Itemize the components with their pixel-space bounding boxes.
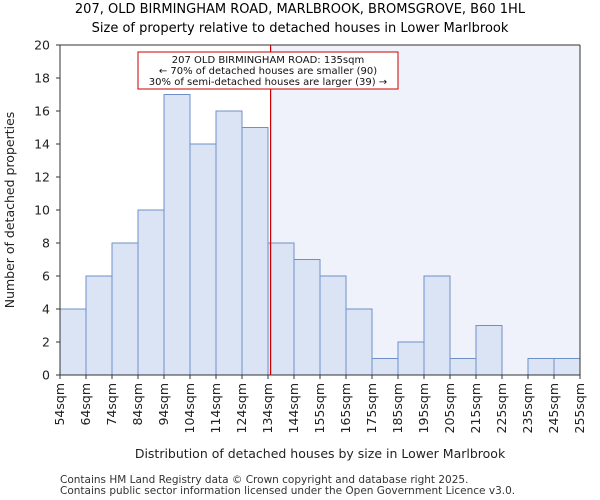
bar-114sqm — [215, 110, 243, 376]
annotation-line-2: ← 70% of detached houses are smaller (90… — [159, 66, 377, 77]
x-tick-label: 205sqm — [442, 383, 457, 433]
chart-title: 207, OLD BIRMINGHAM ROAD, MARLBROOK, BRO… — [75, 2, 526, 17]
bar-235sqm — [527, 358, 555, 376]
bar-124sqm — [241, 127, 269, 376]
bar-195sqm — [423, 275, 451, 376]
x-tick-label: 245sqm — [546, 383, 561, 433]
bar-185sqm — [397, 341, 425, 376]
x-tick-label: 215sqm — [468, 383, 483, 433]
bar-175sqm — [371, 358, 399, 376]
y-ticks-group: 0 2 4 6 8 10 12 14 16 18 20 — [34, 38, 60, 383]
bar-134sqm — [267, 242, 295, 376]
x-tick-label: 94sqm — [156, 383, 171, 426]
x-axis-label: Distribution of detached houses by size … — [135, 446, 506, 461]
x-tick-label: 54sqm — [52, 383, 67, 426]
bar-94sqm — [163, 94, 191, 376]
x-tick-label: 114sqm — [208, 383, 223, 433]
x-tick-label: 255sqm — [572, 383, 587, 433]
x-tick-label: 155sqm — [312, 383, 327, 433]
y-axis-label: Number of detached properties — [2, 112, 17, 309]
bar-104sqm — [189, 143, 217, 376]
x-tick-label: 124sqm — [234, 383, 249, 433]
annotation-box — [137, 51, 399, 90]
x-tick-label: 74sqm — [104, 383, 119, 426]
y-tick-label: 8 — [42, 236, 50, 251]
x-tick-label: 144sqm — [286, 383, 301, 433]
y-tick-label: 6 — [42, 269, 50, 284]
y-tick-label: 14 — [34, 137, 50, 152]
y-tick-label: 10 — [34, 203, 50, 218]
annotation-line-3: 30% of semi-detached houses are larger (… — [149, 77, 387, 88]
x-tick-label: 64sqm — [78, 383, 93, 426]
y-tick-label: 20 — [34, 38, 50, 53]
bar-54sqm — [59, 308, 87, 376]
x-tick-label: 134sqm — [260, 383, 275, 433]
bar-74sqm — [111, 242, 139, 376]
y-tick-label: 2 — [42, 335, 50, 350]
x-tick-label: 165sqm — [338, 383, 353, 433]
y-tick-label: 4 — [42, 302, 50, 317]
x-tick-label: 235sqm — [520, 383, 535, 433]
x-tick-label: 104sqm — [182, 383, 197, 433]
y-tick-label: 18 — [34, 71, 50, 86]
x-tick-label: 185sqm — [390, 383, 405, 433]
chart-subtitle: Size of property relative to detached ho… — [92, 21, 509, 36]
bar-165sqm — [345, 308, 373, 376]
bar-215sqm — [475, 325, 503, 376]
bar-205sqm — [449, 358, 477, 376]
bar-64sqm — [85, 275, 113, 376]
footer-line-1: Contains HM Land Registry data © Crown c… — [60, 474, 468, 486]
bar-144sqm — [293, 259, 321, 376]
footer-line-2: Contains public sector information licen… — [60, 485, 515, 497]
annotation-line-1: 207 OLD BIRMINGHAM ROAD: 135sqm — [172, 55, 364, 66]
bars-group — [59, 94, 581, 376]
x-tick-label: 175sqm — [364, 383, 379, 433]
bar-84sqm — [137, 209, 165, 376]
x-tick-label: 195sqm — [416, 383, 431, 433]
bar-155sqm — [319, 275, 347, 376]
y-tick-label: 0 — [42, 368, 50, 383]
x-tick-label: 225sqm — [494, 383, 509, 433]
y-tick-label: 16 — [34, 104, 50, 119]
x-tick-label: 84sqm — [130, 383, 145, 426]
y-tick-label: 12 — [34, 170, 50, 185]
bar-245sqm — [553, 358, 581, 376]
x-ticks-group: 54sqm 64sqm 74sqm 84sqm 94sqm 104sqm 114sqm 124… — [52, 375, 587, 433]
